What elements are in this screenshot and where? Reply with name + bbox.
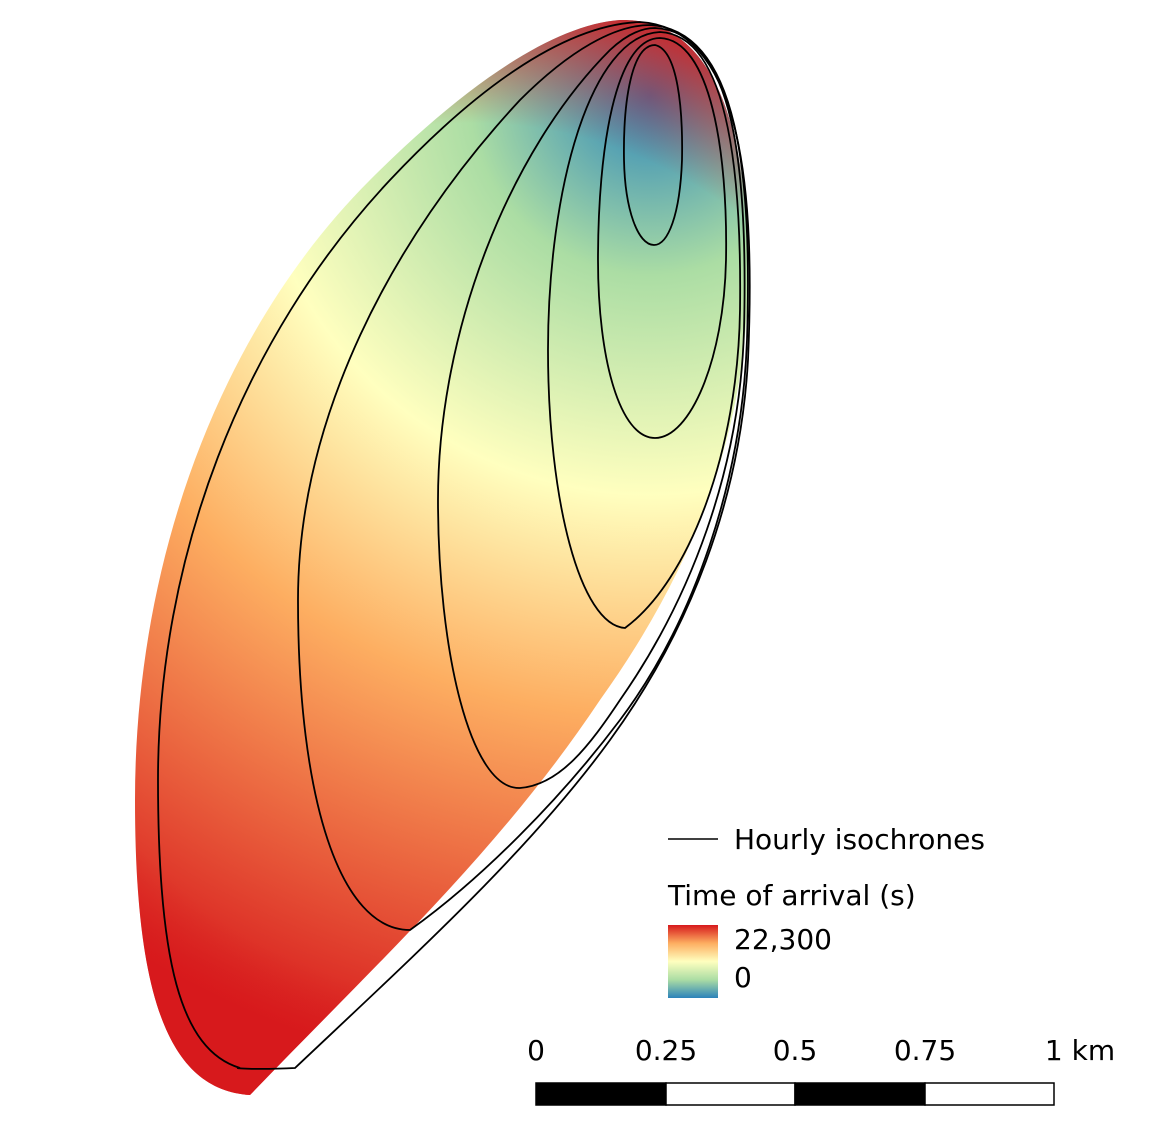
scale-label-4: 1 km	[1044, 1034, 1116, 1067]
scale-segment-1	[535, 1082, 667, 1106]
isochrone-4	[437, 27, 746, 789]
isochrone-2	[597, 37, 728, 439]
scale-segment-3	[794, 1082, 926, 1106]
legend-isochrones-label: Hourly isochrones	[734, 823, 985, 856]
scale-segment-4	[924, 1082, 1055, 1106]
isochrone-3	[547, 31, 742, 629]
scale-label-3: 0.75	[893, 1034, 957, 1067]
legend-ramp-max-label: 22,300	[734, 923, 832, 956]
isochrone-5	[297, 24, 749, 931]
burned-area-edge	[135, 19, 749, 1095]
isochrone-6	[157, 21, 751, 1070]
isochrone-1	[623, 44, 684, 246]
scale-label-0: 0	[527, 1034, 545, 1067]
legend-ramp-min-label: 0	[734, 961, 752, 994]
isochrones	[157, 21, 751, 1070]
scale-segment-2	[665, 1082, 796, 1106]
legend-ramp-title: Time of arrival (s)	[668, 879, 916, 912]
scale-label-2: 0.5	[772, 1034, 818, 1067]
scale-bar	[535, 1082, 1055, 1106]
legend-color-ramp	[668, 925, 718, 998]
scale-label-1: 0.25	[634, 1034, 698, 1067]
